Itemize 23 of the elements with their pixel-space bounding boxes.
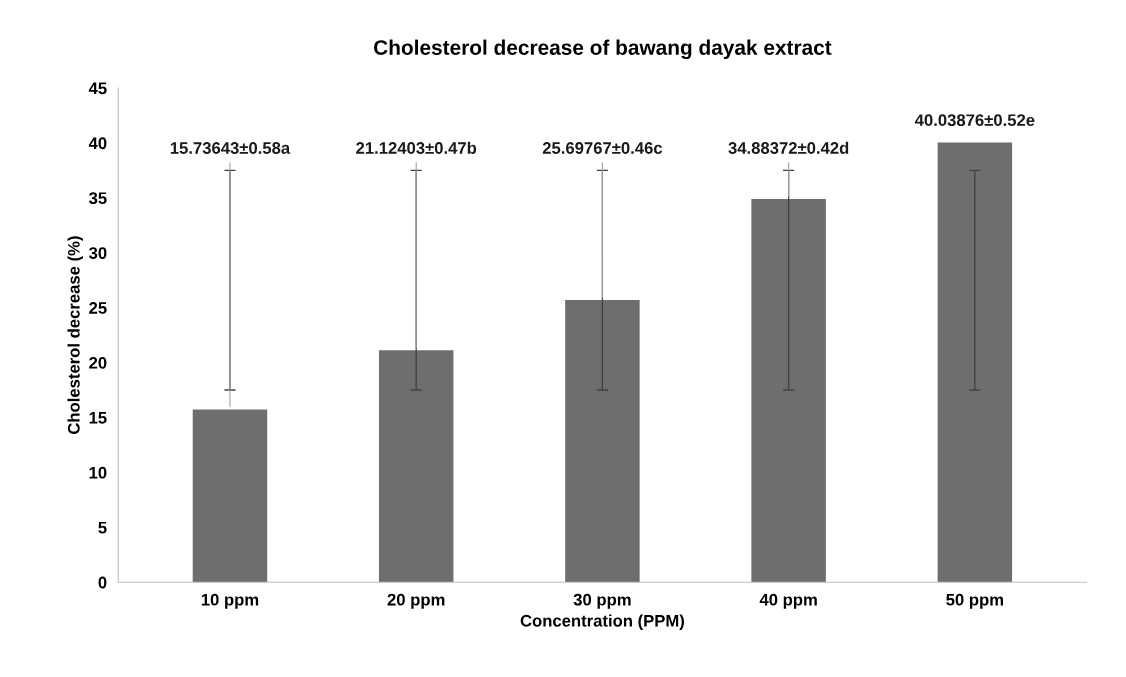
y-tick-label: 0 <box>98 576 107 589</box>
data-label: 15.73643±0.58a <box>170 142 291 154</box>
y-axis-title: Cholesterol decrease (%) <box>67 236 84 434</box>
y-tick-label: 15 <box>89 412 107 424</box>
x-tick-label: 20 ppm <box>387 593 445 609</box>
data-label: 34.88372±0.42d <box>728 141 849 154</box>
x-tick-label: 30 ppm <box>573 593 631 609</box>
y-tick-label: 35 <box>88 192 107 205</box>
x-tick-label: 10 ppm <box>201 593 259 609</box>
y-tick-label: 25 <box>89 302 107 314</box>
y-tick-label: 40 <box>88 137 107 150</box>
y-tick-label: 30 <box>88 247 107 259</box>
y-tick-label: 5 <box>98 521 107 534</box>
x-tick-label: 40 ppm <box>759 593 817 609</box>
data-label: 40.03876±0.52e <box>914 114 1035 127</box>
chart-title: Cholesterol decrease of bawang dayak extract <box>374 39 832 60</box>
y-tick-label: 45 <box>88 82 107 95</box>
x-tick-label: 50 ppm <box>946 593 1003 609</box>
data-label: 21.12403±0.47b <box>356 141 477 154</box>
y-tick-label: 10 <box>89 466 107 479</box>
data-label: 25.69767±0.46c <box>542 142 663 154</box>
x-axis-title: Concentration (PPM) <box>520 614 684 630</box>
y-tick-label: 20 <box>89 356 107 369</box>
